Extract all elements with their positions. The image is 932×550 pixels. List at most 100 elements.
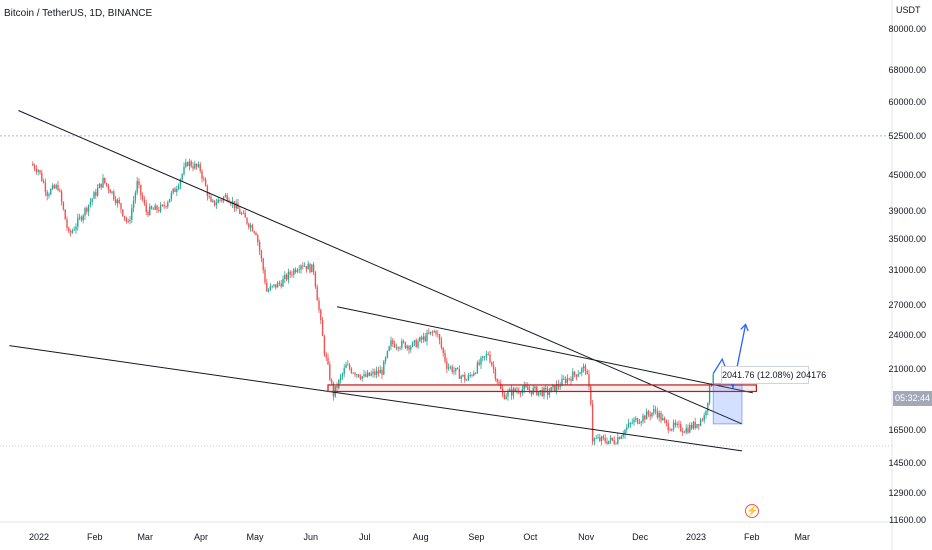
candle <box>568 377 570 381</box>
candle-body <box>181 174 183 180</box>
candle-body <box>636 418 639 424</box>
candle <box>627 418 630 429</box>
candle-body <box>39 170 41 173</box>
candle-body <box>503 394 506 400</box>
candle-body <box>140 184 142 196</box>
candle <box>129 215 131 225</box>
time-tick-label: 2023 <box>685 532 707 542</box>
candle-body <box>422 336 425 340</box>
candle-body <box>332 382 335 397</box>
candle <box>60 189 63 206</box>
candle <box>329 361 331 382</box>
candle-body <box>613 440 615 444</box>
candle-body <box>141 195 144 200</box>
candle <box>68 226 70 234</box>
candle <box>96 184 99 197</box>
candle-body <box>591 404 594 442</box>
candle <box>446 357 448 373</box>
candle-body <box>447 367 450 369</box>
candle-body <box>487 354 489 355</box>
candle <box>143 196 146 206</box>
price-tick-label: 60000.00 <box>888 96 926 107</box>
candle <box>93 190 95 199</box>
candle-body <box>300 265 302 270</box>
candle <box>320 308 322 325</box>
candle <box>692 421 695 430</box>
candle <box>248 222 250 230</box>
candle-body <box>438 334 441 341</box>
candle <box>271 285 273 289</box>
candle <box>467 373 470 382</box>
candle <box>323 334 326 357</box>
candle <box>156 204 158 214</box>
time-tick-label: Feb <box>744 532 760 542</box>
candle <box>215 198 218 209</box>
candle <box>77 213 79 231</box>
candle-body <box>451 366 453 373</box>
candle <box>150 205 153 210</box>
candle-body <box>692 421 695 429</box>
candle <box>510 385 513 400</box>
candle-body <box>408 345 410 350</box>
time-tick-label: Aug <box>412 532 429 542</box>
candle <box>172 188 174 195</box>
candle-body <box>467 375 470 380</box>
candle-body <box>179 179 182 186</box>
candle <box>384 356 387 365</box>
candle-body <box>206 186 209 197</box>
lightning-alert-icon[interactable]: ⚡ <box>745 504 759 518</box>
candle-body <box>537 391 540 396</box>
price-unit-label: USDT <box>896 5 921 15</box>
candle <box>645 408 648 420</box>
candle <box>361 375 363 382</box>
candle-body <box>383 361 385 375</box>
candle <box>611 437 614 442</box>
candle <box>379 365 381 374</box>
candle <box>230 201 232 207</box>
support-resistance-zone <box>327 384 757 393</box>
candle-body <box>217 199 219 204</box>
candle-body <box>568 378 570 380</box>
candle <box>631 418 633 425</box>
candle-body <box>683 432 686 433</box>
candle-body <box>575 374 578 377</box>
candle <box>203 176 205 182</box>
candle-body <box>176 188 178 193</box>
candle-body <box>435 331 437 334</box>
candle-body <box>483 356 486 358</box>
candle <box>50 187 52 196</box>
candle <box>365 371 367 378</box>
candle-body <box>174 188 176 193</box>
candle <box>503 391 506 400</box>
candle-body <box>275 284 277 288</box>
candle-body <box>541 390 543 397</box>
candle-body <box>681 430 684 433</box>
candle-body <box>93 192 95 199</box>
candle <box>469 371 471 378</box>
candle <box>377 366 380 377</box>
candle-body <box>262 258 264 271</box>
candle <box>266 278 268 292</box>
candle <box>188 158 191 171</box>
candle <box>42 178 45 184</box>
candle <box>554 384 556 392</box>
candle <box>548 387 551 398</box>
candle-body <box>296 270 299 273</box>
candle <box>132 196 135 213</box>
candle-body <box>458 368 461 379</box>
candle-body <box>671 428 673 431</box>
candle-body <box>311 264 313 273</box>
candle <box>291 270 293 278</box>
candle-body <box>145 203 147 212</box>
candle-body <box>221 200 223 201</box>
price-tick-label: 21000.00 <box>888 363 926 374</box>
candle <box>82 213 84 224</box>
candle <box>426 329 428 346</box>
candle-body <box>707 402 709 412</box>
candle-body <box>390 340 392 347</box>
time-tick-label: Jun <box>303 532 319 542</box>
candle-body <box>455 367 457 371</box>
candle-body <box>374 371 376 375</box>
